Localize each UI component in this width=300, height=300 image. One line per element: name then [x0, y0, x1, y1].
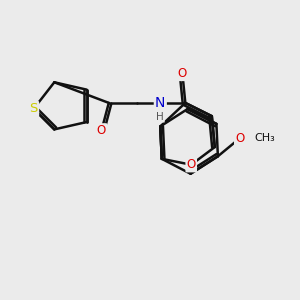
- Text: N: N: [155, 96, 166, 110]
- Text: H: H: [156, 112, 164, 122]
- Text: O: O: [235, 132, 244, 145]
- Text: O: O: [178, 67, 187, 80]
- Text: O: O: [97, 124, 106, 137]
- Text: S: S: [29, 102, 38, 115]
- Text: O: O: [187, 158, 196, 171]
- Text: CH₃: CH₃: [254, 133, 275, 143]
